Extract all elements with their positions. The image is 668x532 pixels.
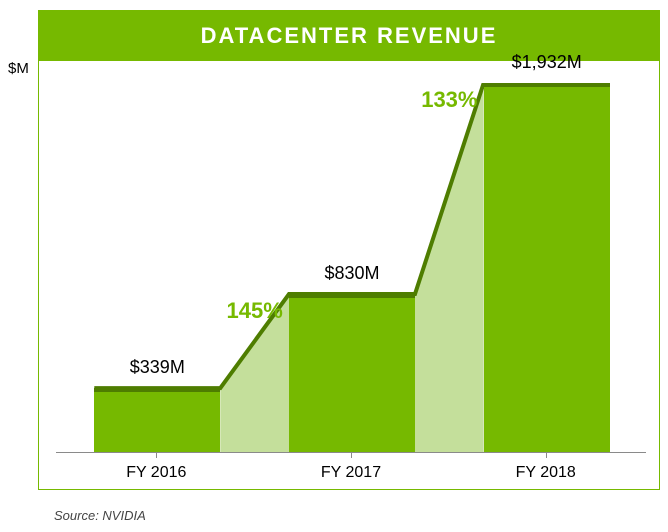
bar-fy-2018 — [484, 83, 610, 453]
x-tick — [546, 452, 547, 458]
chart-title: DATACENTER REVENUE — [201, 23, 498, 49]
x-tick — [351, 452, 352, 458]
bar-fy-2017 — [289, 294, 415, 453]
bar-value-label: $1,932M — [512, 52, 582, 73]
plot-area: $339M$830M$1,932M145%133% — [57, 83, 647, 453]
bar-value-label: $339M — [130, 357, 185, 378]
bar-fy-2016 — [94, 388, 220, 453]
x-axis-label: FY 2018 — [516, 464, 576, 482]
growth-label: 145% — [227, 298, 283, 324]
bar-value-label: $830M — [324, 263, 379, 284]
x-axis-label: FY 2016 — [126, 464, 186, 482]
chart-frame: DATACENTER REVENUE $339M $830M $1,932M 145%… — [38, 10, 660, 490]
y-axis-unit: $M — [8, 60, 29, 77]
x-tick — [156, 452, 157, 458]
x-axis-label: FY 2017 — [321, 464, 381, 482]
growth-label: 133% — [421, 87, 477, 113]
source-note: Source: NVIDIA — [54, 508, 146, 523]
